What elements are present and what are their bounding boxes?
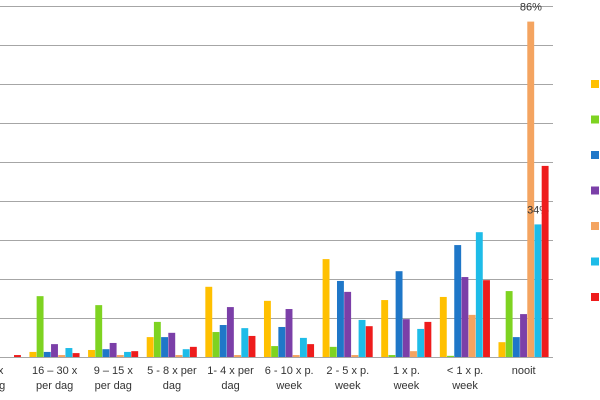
bar — [417, 328, 425, 357]
bar — [447, 355, 454, 357]
bar — [72, 353, 80, 357]
bar — [307, 344, 315, 357]
bar — [189, 346, 197, 357]
x-tick-label: nooit — [512, 365, 536, 377]
x-tick-label: per dag — [36, 380, 73, 392]
bar — [226, 307, 234, 357]
bar — [329, 346, 337, 357]
bar — [365, 326, 373, 357]
bar — [205, 286, 213, 357]
bar — [454, 245, 462, 357]
x-tick-label: 1- 4 x per — [207, 365, 254, 377]
bar — [395, 271, 403, 357]
bar — [424, 321, 432, 357]
x-tick-label: 5 - 8 x per — [147, 365, 197, 377]
bar — [336, 280, 344, 357]
x-tick-label: 9 – 15 x — [94, 365, 134, 377]
bar — [65, 348, 73, 357]
bar — [241, 328, 249, 357]
bar — [29, 351, 37, 357]
bar — [212, 332, 220, 357]
bar — [402, 319, 410, 357]
x-tick-label: dag — [221, 380, 239, 392]
bar — [468, 314, 476, 357]
x-tick-label: dag — [163, 380, 181, 392]
bar — [95, 305, 103, 357]
bar — [512, 337, 520, 357]
bar — [116, 355, 124, 357]
bar — [36, 296, 44, 357]
x-tick-label: 6 - 10 x p. — [265, 365, 314, 377]
bar — [58, 355, 66, 357]
bar — [505, 291, 513, 357]
bar — [109, 342, 117, 357]
bar — [358, 319, 366, 357]
bar — [168, 332, 176, 357]
bar — [43, 351, 51, 357]
bar — [498, 342, 506, 357]
bar — [175, 355, 183, 357]
x-tick-label: week — [275, 380, 302, 392]
bar — [263, 300, 271, 357]
bar — [381, 300, 389, 357]
bar — [299, 337, 307, 357]
bar — [344, 291, 352, 357]
legend-swatch — [591, 80, 599, 88]
x-tick-label: 2 - 5 x p. — [326, 365, 369, 377]
x-tick-label: < 1 x p. — [447, 365, 483, 377]
bar — [248, 335, 256, 357]
bar — [124, 351, 131, 357]
data-label: 86% — [520, 2, 542, 14]
bar — [182, 349, 190, 357]
bar — [541, 165, 549, 357]
bar — [234, 355, 242, 357]
legend-swatch — [591, 115, 599, 124]
legend-swatch — [591, 151, 599, 159]
bar — [271, 346, 279, 357]
x-tick-label: dag — [0, 380, 5, 392]
legend-swatch — [591, 186, 599, 195]
x-tick-label: week — [451, 380, 478, 392]
bar — [292, 355, 300, 357]
bar — [410, 351, 417, 357]
legend-swatch — [591, 222, 599, 230]
bar — [520, 314, 527, 357]
x-tick-label: per dag — [95, 380, 132, 392]
bar — [388, 355, 396, 357]
x-tick-label: 1 x p. — [393, 365, 420, 377]
bar — [161, 337, 169, 357]
bar — [322, 259, 330, 357]
bar — [131, 351, 139, 357]
bar — [153, 321, 161, 357]
bar — [102, 349, 110, 357]
bar — [351, 355, 359, 357]
bar — [278, 326, 286, 357]
bar — [527, 21, 535, 357]
x-tick-label: 16 – 30 x — [32, 365, 78, 377]
x-tick-label: week — [393, 380, 420, 392]
bar — [475, 232, 483, 357]
bar — [51, 344, 58, 357]
legend-swatch — [591, 293, 599, 301]
bar — [285, 309, 293, 357]
bar — [439, 296, 447, 357]
bar — [483, 280, 490, 357]
bar — [461, 277, 469, 357]
bar — [534, 224, 542, 357]
bar — [14, 355, 21, 357]
x-tick-label: 0 x — [0, 365, 4, 377]
bar — [88, 349, 95, 357]
bar — [146, 337, 154, 357]
x-tick-label: week — [334, 380, 361, 392]
legend-swatch — [591, 257, 599, 266]
bar — [219, 325, 227, 357]
